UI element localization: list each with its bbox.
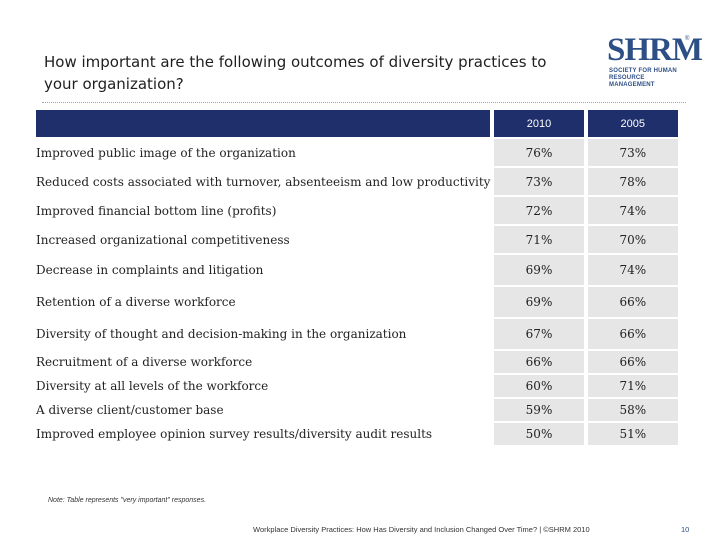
value-2005: 78% — [587, 168, 678, 195]
value-2010: 69% — [493, 287, 585, 317]
header-gap — [584, 110, 588, 137]
row-label: A diverse client/customer base — [36, 403, 224, 417]
row-gap — [490, 351, 494, 373]
row-label: Improved employee opinion survey results… — [36, 427, 433, 441]
row-label: Recruitment of a diverse workforce — [36, 355, 253, 369]
row-label: Improved financial bottom line (profits) — [36, 203, 277, 218]
value-2005: 66% — [587, 287, 678, 317]
table-row: A diverse client/customer base 59% 58% — [36, 399, 678, 421]
value-2010: 59% — [493, 399, 585, 421]
value-2005: 58% — [587, 399, 678, 421]
row-gap — [490, 319, 494, 349]
table-row: Recruitment of a diverse workforce 66% 66% — [36, 351, 678, 373]
table-body: 2010 2005 Improved public image of the o… — [36, 110, 678, 445]
value-2010: 73% — [493, 168, 585, 195]
value-2005: 51% — [587, 423, 678, 445]
value-2010: 67% — [493, 319, 585, 349]
value-2005: 66% — [587, 351, 678, 373]
table-row: Diversity of thought and decision-making… — [36, 319, 678, 349]
outcomes-table: 2010 2005 Improved public image of the o… — [36, 108, 678, 447]
value-2010: 76% — [493, 139, 585, 166]
row-gap — [584, 423, 588, 445]
table-row: Improved employee opinion survey results… — [36, 423, 678, 445]
value-2005: 66% — [587, 319, 678, 349]
header-label-cell — [36, 110, 491, 137]
row-gap — [584, 351, 588, 373]
table-row: Reduced costs associated with turnover, … — [36, 168, 678, 195]
logo-subtitle-line1: SOCIETY FOR HUMAN — [609, 68, 677, 74]
header-2005: 2005 — [587, 110, 678, 137]
logo-subtitle: SOCIETY FOR HUMAN RESOURCE MANAGEMENT — [609, 68, 687, 89]
value-2010: 50% — [493, 423, 585, 445]
value-2010: 69% — [493, 255, 585, 285]
page-number: 10 — [681, 525, 690, 534]
row-gap — [490, 139, 494, 166]
logo-wordmark: SHRM — [607, 32, 703, 68]
value-2005: 70% — [587, 226, 678, 253]
row-gap — [584, 226, 588, 253]
registered-mark: ® — [685, 36, 690, 42]
value-2010: 71% — [493, 226, 585, 253]
shrm-logo: SHRM ® SOCIETY FOR HUMAN RESOURCE MANAGE… — [605, 34, 703, 89]
row-gap — [490, 226, 494, 253]
row-gap — [584, 168, 588, 195]
value-2005: 74% — [587, 197, 678, 224]
row-gap — [584, 399, 588, 421]
row-gap — [490, 168, 494, 195]
row-gap — [490, 375, 494, 397]
row-gap — [584, 375, 588, 397]
footer-text: Workplace Diversity Practices: How Has D… — [253, 525, 590, 534]
table-row: Diversity at all levels of the workforce… — [36, 375, 678, 397]
row-gap — [584, 255, 588, 285]
row-gap — [490, 423, 494, 445]
row-gap — [490, 197, 494, 224]
divider-rule — [42, 102, 686, 103]
row-gap — [490, 287, 494, 317]
value-2005: 71% — [587, 375, 678, 397]
value-2010: 66% — [493, 351, 585, 373]
row-gap — [584, 287, 588, 317]
table-row: Retention of a diverse workforce 69% 66% — [36, 287, 678, 317]
table-note: Note: Table represents "very important" … — [48, 497, 207, 504]
row-gap — [490, 399, 494, 421]
slide-title: How important are the following outcomes… — [44, 53, 547, 93]
row-label: Decrease in complaints and litigation — [36, 263, 264, 277]
row-label: Diversity at all levels of the workforce — [36, 379, 269, 393]
value-2010: 60% — [493, 375, 585, 397]
header-gap — [490, 110, 494, 137]
table-row: Improved public image of the organizatio… — [36, 139, 678, 166]
table-row: Increased organizational competitiveness… — [36, 226, 678, 253]
table-header-row: 2010 2005 — [36, 110, 678, 137]
row-gap — [584, 319, 588, 349]
row-label: Reduced costs associated with turnover, … — [36, 174, 491, 189]
value-2005: 73% — [587, 139, 678, 166]
row-gap — [584, 197, 588, 224]
table-row: Improved financial bottom line (profits)… — [36, 197, 678, 224]
row-label: Diversity of thought and decision-making… — [36, 327, 407, 341]
value-2010: 72% — [493, 197, 585, 224]
value-2005: 74% — [587, 255, 678, 285]
row-gap — [584, 139, 588, 166]
row-label: Retention of a diverse workforce — [36, 295, 236, 309]
table-row: Decrease in complaints and litigation 69%… — [36, 255, 678, 285]
header-2010: 2010 — [493, 110, 585, 137]
row-label: Improved public image of the organizatio… — [36, 145, 296, 160]
row-label: Increased organizational competitiveness — [36, 232, 290, 247]
logo-subtitle-line2: RESOURCE MANAGEMENT — [609, 75, 655, 88]
row-gap — [490, 255, 494, 285]
